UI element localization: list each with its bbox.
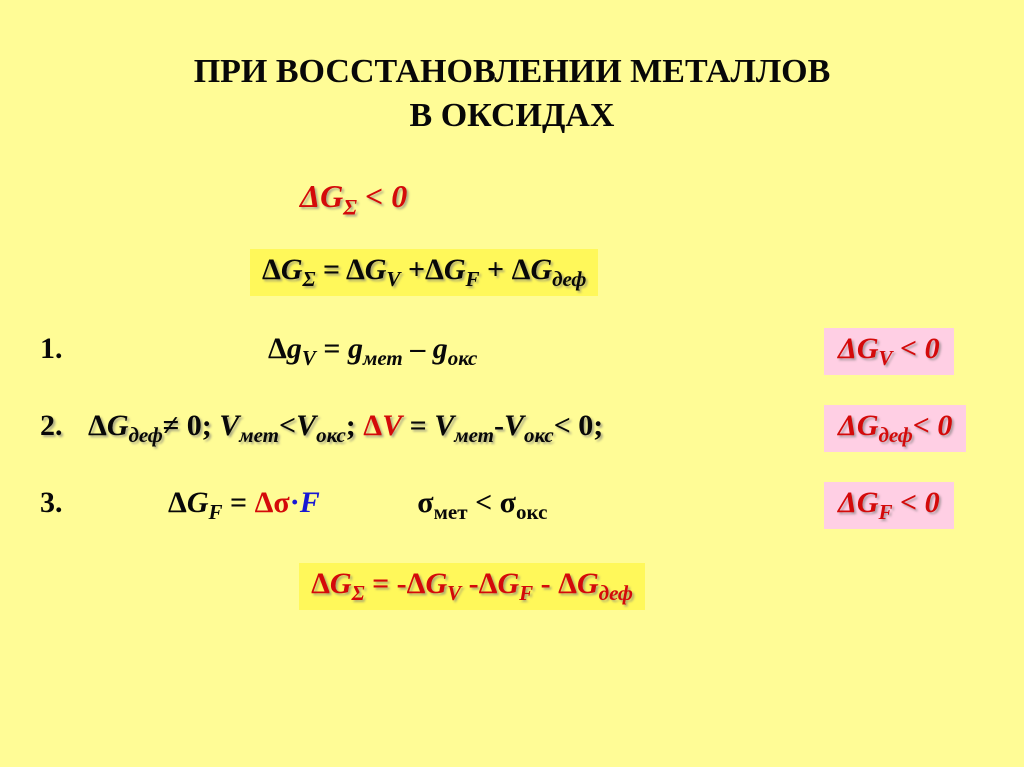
row-2-center: ΔGдеф≠ 0; Vмет<Vокс; ΔV = Vмет-Vокс< 0; <box>88 409 824 448</box>
sum-formula-box: ΔGΣ = ΔGV +ΔGF + ΔGдеф <box>250 249 598 296</box>
row-3-part1: ΔGF = Δσ·F <box>168 486 327 519</box>
final-formula-box: ΔGΣ = -ΔGV -ΔGF - ΔGдеф <box>299 563 645 610</box>
row-3-part2: σмет < σокс <box>417 486 547 519</box>
row-2-condition: ΔGдеф< 0 <box>824 405 966 452</box>
inequality-top: ΔGΣ < 0 <box>300 178 984 220</box>
row-1: 1. ΔgV = gмет – gокс ΔGV < 0 <box>40 328 984 375</box>
row-3-center: ΔGF = Δσ·F σмет < σокс <box>88 486 824 525</box>
delta: Δ <box>300 178 320 214</box>
row-1-eq: ΔgV = gмет – gокс <box>88 332 477 371</box>
title-line-1: ПРИ ВОССТАНОВЛЕНИИ МЕТАЛЛОВ <box>40 50 984 94</box>
row-3-number: 3. <box>40 486 88 520</box>
sum-formula-row: ΔGΣ = ΔGV +ΔGF + ΔGдеф <box>250 249 984 296</box>
row-1-number: 1. <box>40 332 88 366</box>
row-1-right: ΔGV < 0 <box>824 328 984 375</box>
row-2-part3: ΔV = Vмет-Vокс< 0; <box>363 409 603 442</box>
final-formula-row: ΔGΣ = -ΔGV -ΔGF - ΔGдеф <box>0 563 984 610</box>
g-sigma: GΣ <box>320 178 357 214</box>
row-1-condition: ΔGV < 0 <box>824 328 954 375</box>
row-2: 2. ΔGдеф≠ 0; Vмет<Vокс; ΔV = Vмет-Vокс< … <box>40 405 984 452</box>
row-2-part1: ΔGдеф≠ 0; <box>88 409 219 442</box>
row-3: 3. ΔGF = Δσ·F σмет < σокс ΔGF < 0 <box>40 482 984 529</box>
row-3-condition: ΔGF < 0 <box>824 482 954 529</box>
slide: ПРИ ВОССТАНОВЛЕНИИ МЕТАЛЛОВ В ОКСИДАХ ΔG… <box>0 0 1024 767</box>
row-1-center: ΔgV = gмет – gокс <box>88 332 824 371</box>
row-2-number: 2. <box>40 409 88 443</box>
row-2-right: ΔGдеф< 0 <box>824 405 984 452</box>
less-zero: < 0 <box>357 178 407 214</box>
row-2-part2: Vмет<Vокс; <box>219 409 363 442</box>
row-3-right: ΔGF < 0 <box>824 482 984 529</box>
title-line-2: В ОКСИДАХ <box>40 94 984 138</box>
slide-title: ПРИ ВОССТАНОВЛЕНИИ МЕТАЛЛОВ В ОКСИДАХ <box>40 50 984 138</box>
